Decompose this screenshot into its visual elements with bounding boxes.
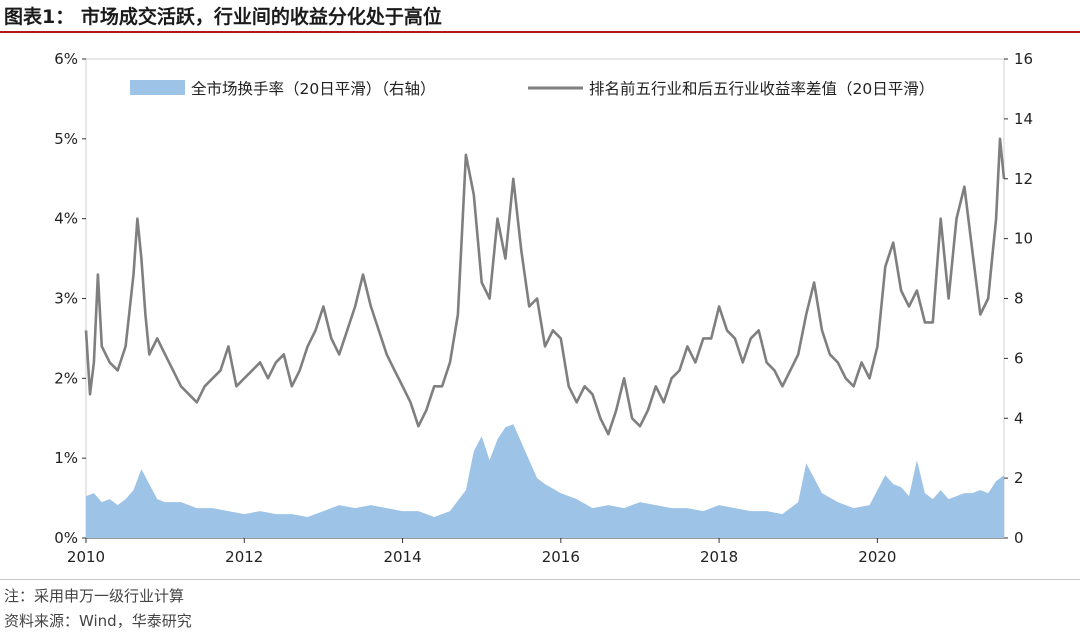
- x-tick-label: 2016: [542, 548, 580, 566]
- right-tick-label: 16: [1014, 50, 1033, 68]
- left-tick-label: 3%: [54, 290, 78, 308]
- right-axis-ticks: 0 2 4 6 8 10 12 14 16: [1004, 50, 1033, 547]
- legend-label-spread: 排名前五行业和后五行业收益率差值（20日平滑）: [589, 80, 934, 98]
- plot-frame: [85, 58, 1005, 539]
- turnover-area: [86, 424, 1004, 538]
- legend: 全市场换手率（20日平滑）（右轴） 排名前五行业和后五行业收益率差值（20日平滑…: [130, 80, 934, 98]
- left-tick-label: 5%: [54, 130, 78, 148]
- x-tick-label: 2018: [700, 548, 738, 566]
- legend-swatch-turnover: [130, 80, 185, 95]
- left-tick-label: 0%: [54, 529, 78, 547]
- title-rule: [0, 31, 1080, 33]
- chart-source: 资料来源：Wind，华泰研究: [4, 612, 192, 630]
- left-tick-label: 2%: [54, 369, 78, 387]
- return-spread-line-series: [84, 137, 1006, 436]
- chart-note: 注：采用申万一级行业计算: [4, 587, 185, 605]
- right-tick-label: 10: [1014, 230, 1033, 248]
- right-tick-label: 8: [1014, 290, 1024, 308]
- chart-title: 图表1： 市场成交活跃，行业间的收益分化处于高位: [4, 6, 442, 28]
- left-tick-label: 4%: [54, 210, 78, 228]
- right-tick-label: 2: [1014, 469, 1024, 487]
- right-tick-label: 6: [1014, 349, 1024, 367]
- x-tick-label: 2014: [383, 548, 421, 566]
- footer-rule: [0, 579, 1080, 580]
- return-spread-line: [84, 137, 1006, 436]
- turnover-area-series: [86, 424, 1004, 538]
- right-tick-label: 4: [1014, 409, 1024, 427]
- legend-label-turnover: 全市场换手率（20日平滑）（右轴）: [191, 80, 435, 98]
- axes: [85, 58, 1005, 539]
- x-tick-label: 2020: [858, 548, 896, 566]
- x-tick-label: 2010: [67, 548, 105, 566]
- x-axis-ticks: 2010 2012 2014 2016 2018 2020: [67, 538, 896, 566]
- x-tick-label: 2012: [225, 548, 263, 566]
- right-tick-label: 14: [1014, 110, 1033, 128]
- left-tick-label: 1%: [54, 449, 78, 467]
- right-tick-label: 12: [1014, 170, 1033, 188]
- right-tick-label: 0: [1014, 529, 1024, 547]
- left-axis-ticks: 0% 1% 2% 3% 4% 5% 6%: [54, 50, 86, 547]
- left-tick-label: 6%: [54, 50, 78, 68]
